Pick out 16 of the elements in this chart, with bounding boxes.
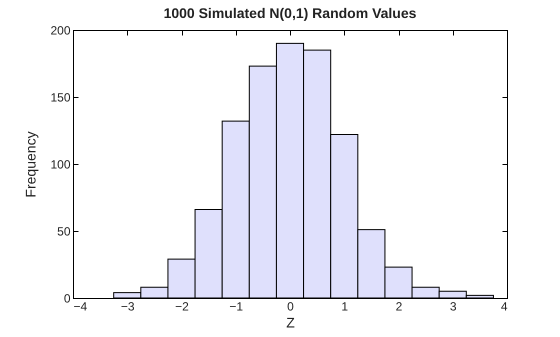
x-tick-label: −2	[175, 300, 190, 314]
x-tick-label: 1	[341, 300, 348, 314]
x-axis-title: Z	[286, 314, 296, 330]
y-tick-label: 150	[50, 90, 71, 104]
x-tick-label: 3	[450, 300, 457, 314]
x-tick-label: −3	[120, 300, 135, 314]
chart-title: 1000 Simulated N(0,1) Random Values	[164, 5, 417, 21]
x-tick-label: 4	[500, 300, 508, 314]
x-tick-label: −4	[74, 300, 88, 314]
y-tick-label: 50	[57, 224, 71, 238]
x-tick-label: 0	[287, 300, 294, 314]
y-tick-label: 100	[50, 158, 71, 172]
x-tick-label: −1	[229, 300, 244, 314]
x-tick-label: 2	[396, 300, 403, 314]
y-axis-title: Frequency	[22, 131, 38, 198]
y-tick-label: 200	[50, 24, 71, 38]
